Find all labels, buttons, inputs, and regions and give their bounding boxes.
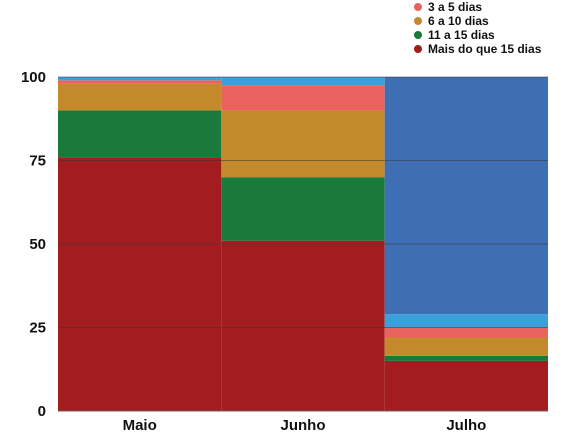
y-tick-label: 75 (29, 153, 46, 170)
legend-label: 6 a 10 dias (428, 14, 489, 28)
bar-segment (384, 355, 548, 361)
bar-segment (221, 177, 385, 241)
legend-label: 11 a 15 dias (428, 28, 495, 42)
x-tick-label: Maio (123, 417, 157, 434)
bars-layer (58, 77, 548, 411)
gridlines (58, 76, 548, 412)
bar-segment (58, 83, 222, 111)
bar-segment (58, 110, 222, 158)
legend-label: Mais do que 15 dias (428, 42, 542, 56)
x-axis: Maio Junho Julho (123, 417, 487, 434)
legend-swatch (414, 31, 422, 39)
legend-item: Mais do que 15 dias (414, 42, 541, 56)
bar-segment (221, 240, 385, 411)
bar-segment (384, 314, 548, 328)
bar-segment (384, 360, 548, 411)
legend-label: 3 a 5 dias (428, 0, 483, 14)
y-tick-label: 0 (38, 403, 46, 420)
legend-item: 11 a 15 dias (414, 28, 541, 42)
legend-item: 6 a 10 dias (414, 14, 541, 28)
y-axis: 0 25 50 75 100 (21, 69, 46, 420)
bar-segment (221, 110, 385, 178)
legend-swatch (414, 17, 422, 25)
bar-segment (221, 85, 385, 111)
bar-segment (58, 157, 222, 411)
x-tick-label: Julho (446, 417, 486, 434)
y-tick-label: 25 (29, 320, 46, 337)
legend-item: 3 a 5 dias (414, 0, 541, 14)
bar-segment (221, 77, 385, 86)
x-tick-label: Junho (281, 417, 326, 434)
bar-segment (384, 327, 548, 338)
legend-swatch (414, 45, 422, 53)
bar-segment (58, 77, 222, 81)
bar-segment (384, 337, 548, 356)
bar-segment (384, 77, 548, 315)
y-tick-label: 100 (21, 69, 46, 86)
bar-segment (58, 80, 222, 84)
legend: 3 a 5 dias 6 a 10 dias 11 a 15 dias Mais… (414, 0, 541, 56)
y-tick-label: 50 (29, 236, 46, 253)
legend-swatch (414, 3, 422, 11)
